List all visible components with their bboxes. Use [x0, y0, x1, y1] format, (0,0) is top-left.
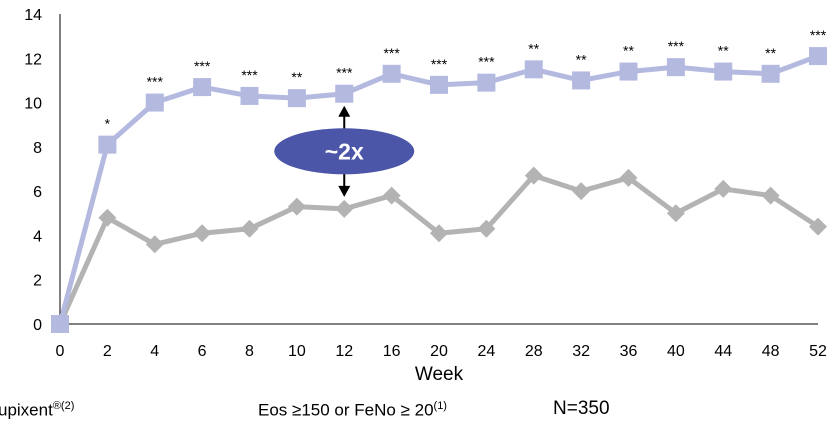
y-tick-labels: 0 2 4 6 8 10 12 14: [24, 7, 42, 334]
data-point-square: [382, 64, 401, 83]
x-tick-label: 0: [56, 343, 65, 360]
x-tick-label: 40: [667, 343, 685, 360]
callout-label: ~2x: [325, 138, 364, 164]
significance-label: ***: [431, 56, 448, 72]
significance-label: **: [528, 40, 539, 56]
x-tick-label: 16: [383, 343, 401, 360]
data-point-square: [98, 135, 117, 154]
series-layer: ********** ** ********* ********* *** ** *****: [51, 27, 827, 333]
x-tick-label: 52: [809, 343, 827, 360]
y-tick-label: 8: [33, 140, 42, 157]
arrow-head-up: [338, 105, 351, 117]
data-point-diamond: [98, 208, 117, 227]
data-point-diamond: [666, 204, 685, 223]
y-tick-label: 10: [24, 96, 42, 113]
x-tick-label: 6: [198, 343, 207, 360]
data-point-diamond: [382, 186, 401, 205]
x-tick-label: 28: [525, 343, 543, 360]
x-tick-label: 48: [762, 343, 780, 360]
y-tick-label: 12: [24, 51, 42, 68]
drug-registration-mark: ®(2): [52, 400, 75, 412]
significance-label: **: [718, 43, 729, 59]
significance-label: ***: [383, 45, 400, 61]
x-tick-label: 44: [714, 343, 732, 360]
population-reference: (1): [433, 400, 447, 412]
series-line: [57, 53, 819, 325]
population-label: Eos ≥150 or FeNo ≥ 20(1): [258, 400, 447, 421]
series-line: [57, 173, 820, 326]
data-point-diamond: [193, 224, 212, 243]
data-point-square: [714, 62, 733, 81]
data-point-square: [287, 89, 306, 108]
y-tick-label: 14: [24, 7, 42, 24]
data-point-diamond: [287, 197, 306, 216]
data-point-diamond: [619, 168, 638, 187]
x-tick-label: 12: [335, 343, 353, 360]
series-2: [51, 166, 827, 333]
x-tick-label: 32: [572, 343, 590, 360]
data-point-square: [335, 84, 354, 103]
drug-name: upixent: [0, 400, 53, 420]
x-axis-label: Week: [415, 364, 464, 385]
x-tick-label: 10: [288, 343, 306, 360]
data-point-square: [572, 71, 591, 90]
sample-size-label: N=350: [553, 398, 610, 419]
data-point-diamond: [714, 179, 733, 198]
y-tick-label: 6: [33, 184, 42, 201]
data-point-diamond: [430, 224, 448, 243]
significance-label: ***: [194, 58, 211, 74]
significance-label: ***: [478, 54, 495, 70]
significance-label: **: [576, 51, 587, 67]
data-point-diamond: [524, 166, 543, 185]
data-point-square: [430, 75, 448, 94]
significance-label: ***: [241, 67, 258, 83]
fold-difference-callout: ~2x: [274, 105, 415, 197]
data-point-square: [193, 78, 212, 97]
significance-label: **: [623, 43, 634, 59]
data-point-diamond: [240, 219, 259, 238]
significance-label: ***: [668, 38, 685, 54]
drug-label: upixent®(2): [0, 400, 74, 421]
x-axis: 0 2 4 6 8 10 12 16 20 24 28 32 36 40 44 48 52 Week: [56, 323, 827, 385]
significance-label: ***: [147, 74, 164, 90]
population-text: Eos ≥150 or FeNo ≥ 20: [258, 400, 434, 420]
x-tick-label: 36: [620, 343, 638, 360]
x-tick-label: 2: [103, 343, 112, 360]
data-point-square: [240, 86, 259, 105]
data-point-square: [761, 64, 780, 83]
x-tick-label: 24: [477, 343, 495, 360]
data-point-diamond: [761, 186, 780, 205]
data-point-square: [51, 315, 69, 333]
significance-label: ***: [810, 27, 827, 43]
series-1: ********** ** ********* ********* *** ** *****: [51, 27, 827, 333]
significance-label: **: [765, 45, 776, 61]
x-tick-label: 20: [430, 343, 448, 360]
y-tick-label: 4: [33, 228, 42, 245]
y-axis: 0 2 4 6 8 10 12 14: [24, 7, 61, 334]
data-point-diamond: [809, 217, 827, 236]
data-point-square: [477, 73, 496, 92]
y-tick-label: 0: [33, 317, 42, 334]
x-tick-label: 8: [245, 343, 254, 360]
x-tick-labels: 0 2 4 6 8 10 12 16 20 24 28 32 36 40 44 48 52: [56, 343, 827, 360]
data-point-square: [145, 93, 164, 112]
callout-ellipse: [274, 128, 415, 175]
y-tick-label: 2: [33, 273, 42, 290]
significance-label: ***: [336, 65, 353, 81]
data-point-square: [524, 60, 543, 79]
data-point-diamond: [145, 235, 164, 254]
significance-label: **: [291, 69, 302, 85]
x-tick-label: 4: [150, 343, 159, 360]
arrow-head-down: [338, 185, 351, 197]
data-point-square: [619, 62, 638, 81]
data-point-square: [809, 47, 827, 66]
data-point-diamond: [335, 199, 354, 218]
data-point-square: [666, 58, 685, 77]
significance-label: *: [105, 116, 111, 132]
data-point-diamond: [477, 219, 496, 238]
data-point-diamond: [572, 182, 591, 201]
